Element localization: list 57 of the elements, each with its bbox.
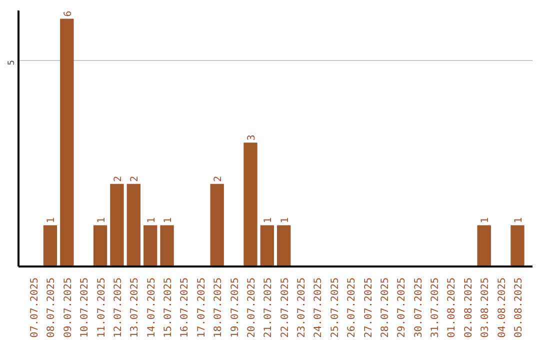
data-label: 1 xyxy=(480,217,492,224)
x-tick-label: 11.07.2025 xyxy=(96,277,108,338)
x-tick-label: 18.07.2025 xyxy=(213,277,224,338)
x-tick-label: 30.07.2025 xyxy=(413,277,424,338)
x-tick-label: 16.07.2025 xyxy=(180,277,191,338)
x-tick-label: 04.08.2025 xyxy=(496,277,508,338)
bar xyxy=(160,225,174,266)
x-tick-label: 20.07.2025 xyxy=(246,277,258,338)
data-label: 1 xyxy=(280,217,291,224)
x-tick-label: 02.08.2025 xyxy=(463,277,474,338)
bar xyxy=(244,142,258,266)
x-tick-label: 31.07.2025 xyxy=(430,277,442,338)
data-label: 1 xyxy=(263,217,274,224)
bar xyxy=(260,225,274,266)
data-label: 6 xyxy=(62,10,74,17)
bar xyxy=(110,184,124,266)
x-tick-label: 15.07.2025 xyxy=(163,277,174,338)
x-tick-label: 13.07.2025 xyxy=(130,277,141,338)
data-label: 2 xyxy=(213,176,224,182)
bar xyxy=(277,225,291,266)
data-label: 1 xyxy=(163,217,174,224)
data-label: 2 xyxy=(130,176,141,182)
x-tick-label: 08.07.2025 xyxy=(46,277,58,338)
x-tick-label: 10.07.2025 xyxy=(80,277,91,338)
data-label: 2 xyxy=(112,176,124,182)
bar xyxy=(477,225,491,266)
x-tick-label: 24.07.2025 xyxy=(313,277,324,338)
bar xyxy=(43,225,58,266)
x-tick-label: 05.08.2025 xyxy=(513,277,524,338)
x-tick-label: 09.07.2025 xyxy=(62,277,74,338)
x-tick-label: 19.07.2025 xyxy=(230,277,241,338)
bar xyxy=(60,18,74,266)
data-label: 1 xyxy=(96,217,108,224)
x-tick-label: 25.07.2025 xyxy=(330,277,341,338)
x-tick-label: 23.07.2025 xyxy=(296,277,308,338)
x-tick-label: 22.07.2025 xyxy=(280,277,291,338)
data-label: 1 xyxy=(513,217,524,224)
x-tick-label: 26.07.2025 xyxy=(346,277,358,338)
x-tick-label: 07.07.2025 xyxy=(30,277,41,338)
data-label: 1 xyxy=(146,217,158,224)
x-tick-label: 17.07.2025 xyxy=(196,277,208,338)
x-tick-label: 14.07.2025 xyxy=(146,277,158,338)
x-tick-label: 28.07.2025 xyxy=(380,277,391,338)
data-label: 3 xyxy=(246,134,258,141)
bar xyxy=(143,225,158,266)
x-tick-label: 29.07.2025 xyxy=(396,277,408,338)
bar xyxy=(93,225,108,266)
bar xyxy=(126,184,140,266)
x-tick-label: 03.08.2025 xyxy=(480,277,492,338)
bar xyxy=(210,184,224,266)
x-tick-label: 21.07.2025 xyxy=(263,277,274,338)
data-label: 1 xyxy=(46,217,58,224)
bar xyxy=(510,225,524,266)
x-tick-label: 12.07.2025 xyxy=(112,277,124,338)
x-tick-label: 01.08.2025 xyxy=(446,277,458,338)
y-tick-label: 5 xyxy=(7,60,17,66)
x-tick-label: 27.07.2025 xyxy=(363,277,374,338)
